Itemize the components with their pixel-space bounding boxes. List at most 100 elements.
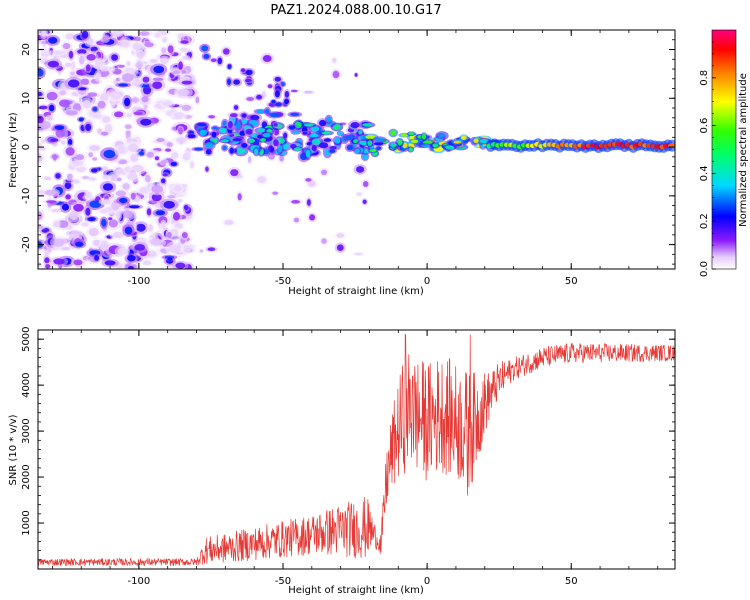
noise-blob [173, 185, 182, 192]
noise-blob [97, 100, 106, 109]
noise-blob [168, 244, 181, 254]
noise-blob [38, 225, 44, 229]
noise-blob [167, 256, 173, 261]
upper-blob [284, 91, 290, 98]
noise-blob [119, 197, 128, 204]
noise-blob [162, 173, 168, 177]
noise-blob [92, 157, 98, 161]
band-blob [232, 138, 242, 142]
upper-blob [233, 79, 241, 85]
scatter-blob [293, 217, 300, 223]
band-blob [260, 138, 266, 142]
noise-blob [53, 258, 65, 265]
noise-blob [68, 50, 74, 59]
noise-blob [160, 159, 167, 165]
noise-blob [161, 47, 167, 54]
noise-blob [120, 39, 130, 48]
noise-blob [177, 199, 183, 203]
scatter-blob [230, 169, 239, 177]
noise-blob [68, 79, 80, 88]
noise-blob [127, 255, 136, 262]
noise-blob [102, 175, 110, 180]
noise-blob [124, 226, 133, 235]
scatter-blob [336, 244, 344, 251]
upper-blob [244, 78, 252, 83]
band-blob [358, 130, 363, 135]
noise-blob [104, 260, 116, 266]
narrow-blob [421, 144, 431, 148]
band-blob [353, 139, 359, 144]
narrow-blob [365, 134, 376, 140]
noise-blob [89, 200, 102, 208]
narrow-blob [421, 133, 427, 140]
noise-blob [65, 194, 71, 200]
noise-blob [125, 124, 132, 129]
noise-blob [179, 47, 189, 52]
colorbar-tick-label: 0.8 [699, 70, 710, 86]
spectrogram-ytick-label: 20 [21, 43, 32, 56]
colorbar-tick-label: 0.6 [699, 118, 710, 134]
noise-blob [151, 193, 162, 202]
noise-blob [127, 266, 134, 269]
noise-blob [143, 260, 151, 266]
colorbar-tick-label: 0.4 [699, 165, 710, 181]
band-blob [362, 123, 373, 127]
noise-blob [73, 179, 80, 184]
noise-blob [44, 189, 57, 196]
noise-blob [85, 191, 91, 199]
band-blob [241, 143, 248, 148]
upper-blob [217, 57, 223, 65]
snr-xtick-label: 50 [565, 576, 578, 587]
band-blob [329, 149, 336, 153]
upper-blob [267, 84, 273, 89]
scatter-blob [207, 247, 216, 251]
narrow-blob [375, 137, 385, 142]
ridge-blob [269, 112, 279, 118]
noise-blob [130, 97, 140, 103]
noise-blob [85, 207, 91, 216]
noise-blob [183, 204, 189, 211]
narrow-blob [479, 139, 489, 144]
scatter-blob [247, 156, 252, 164]
colorbar: 0.0 0.2 0.4 0.6 0.8 Normalized spectral ampl… [699, 29, 749, 277]
noise-blob [85, 64, 91, 72]
spectrogram-frame [37, 29, 676, 270]
noise-blob [175, 137, 188, 143]
colorbar-ticks: 0.0 0.2 0.4 0.6 0.8 [699, 41, 716, 277]
upper-blob [201, 45, 209, 52]
noise-blob [102, 35, 109, 42]
narrow-blob [369, 149, 377, 152]
narrow-blob [438, 134, 444, 139]
band-blob [222, 145, 227, 151]
snr-xtick-label: -50 [275, 576, 291, 587]
scatter-blob [332, 70, 340, 79]
ridge-blob [292, 130, 300, 134]
noise-blob [73, 203, 84, 212]
band-blob [323, 138, 332, 142]
noise-blob [163, 200, 175, 209]
band-blob [211, 131, 217, 138]
ridge-blob [256, 109, 265, 114]
snr-xtick-label: 0 [424, 576, 430, 587]
band-blob [273, 123, 278, 127]
snr-series-line [38, 334, 675, 567]
noise-blob [75, 154, 85, 161]
noise-blob [162, 101, 173, 107]
noise-blob [111, 54, 118, 61]
figure-title: PAZ1.2024.088.00.10.G17 [270, 3, 441, 18]
snr-ytick-label: 4000 [21, 372, 32, 397]
noise-blob [126, 61, 131, 66]
noise-blob [173, 211, 180, 221]
noise-blob [182, 152, 191, 161]
noise-blob [59, 99, 71, 108]
noise-blob [65, 110, 78, 116]
noise-blob [139, 31, 150, 36]
noise-blob [65, 147, 75, 156]
band-blob [273, 139, 279, 147]
noise-blob [86, 54, 96, 61]
noise-blob [135, 61, 144, 69]
scatter-blob [309, 214, 316, 221]
noise-blob [51, 208, 63, 213]
band-blob [227, 121, 233, 128]
